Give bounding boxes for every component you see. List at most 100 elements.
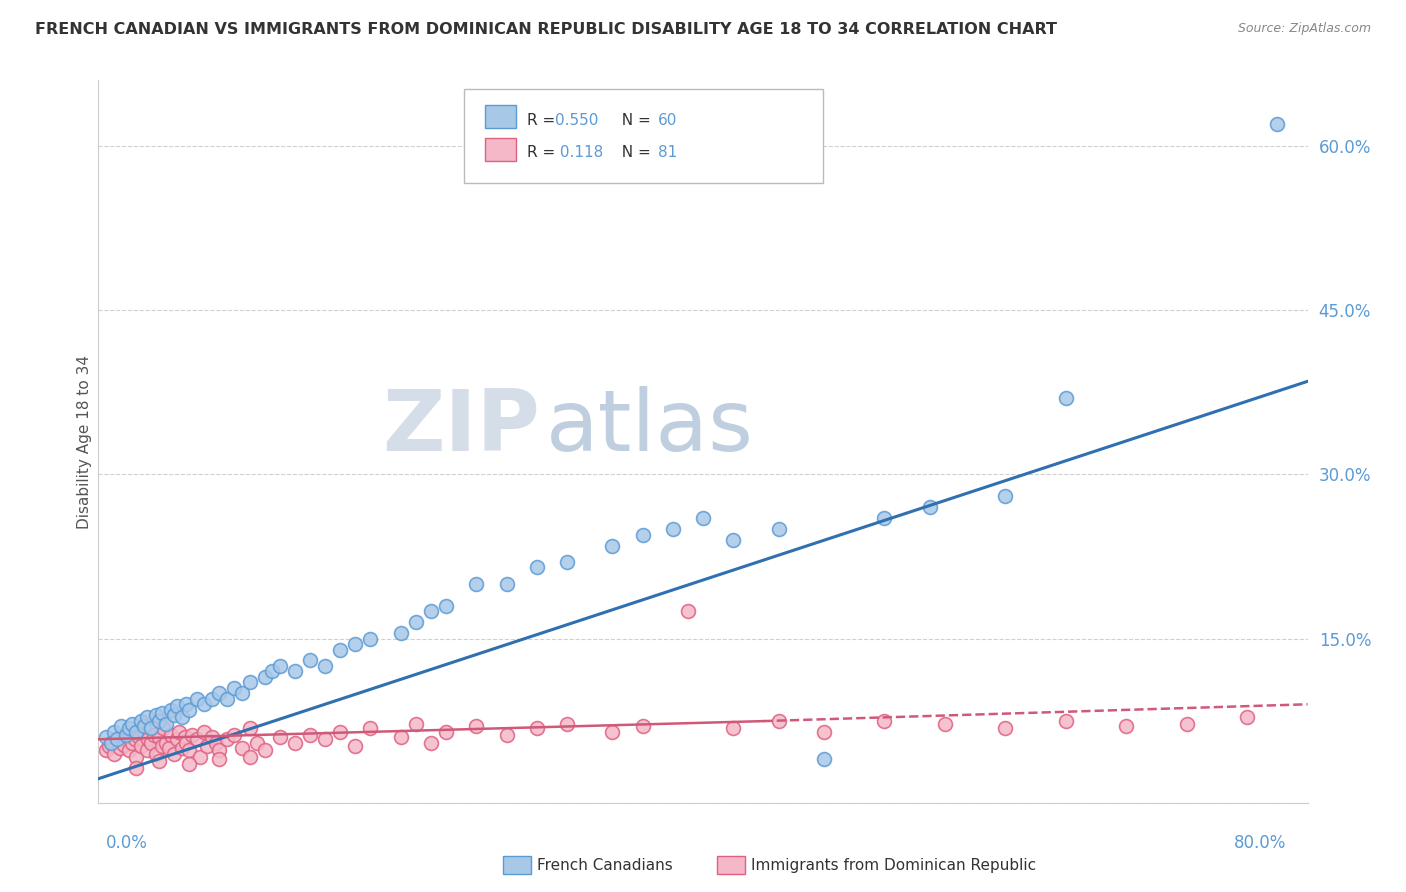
Point [420, 604, 443, 618]
Point [160, 728, 183, 742]
Point [101, 735, 124, 749]
Point [103, 724, 125, 739]
Point [125, 724, 148, 739]
Point [110, 719, 132, 733]
Point [692, 511, 714, 525]
Point [181, 728, 204, 742]
Text: 60: 60 [658, 113, 678, 128]
Text: N =: N = [612, 113, 655, 128]
Point [186, 732, 208, 747]
Point [495, 728, 517, 742]
Point [1054, 391, 1077, 405]
Point [201, 691, 224, 706]
Point [994, 489, 1017, 503]
Point [94, 730, 117, 744]
Point [405, 615, 427, 630]
Point [132, 719, 155, 733]
Point [155, 735, 177, 749]
Point [631, 527, 654, 541]
Point [208, 743, 231, 757]
Point [152, 722, 174, 736]
Point [661, 522, 683, 536]
Text: 0.118: 0.118 [555, 145, 603, 161]
Text: 0.550: 0.550 [555, 113, 599, 128]
Point [934, 717, 956, 731]
Point [224, 681, 246, 695]
Point [208, 686, 231, 700]
Point [329, 724, 352, 739]
Point [1236, 710, 1258, 724]
Point [148, 754, 170, 768]
Point [125, 749, 148, 764]
Point [100, 735, 122, 749]
Point [1175, 717, 1198, 731]
Point [155, 717, 177, 731]
Point [179, 757, 201, 772]
Point [94, 743, 117, 757]
Point [129, 739, 152, 753]
Point [329, 642, 352, 657]
Point [676, 604, 699, 618]
Point [723, 533, 745, 547]
Point [813, 724, 835, 739]
Text: ZIP: ZIP [382, 385, 540, 468]
Point [118, 743, 141, 757]
Text: French Canadians: French Canadians [537, 858, 673, 872]
Point [314, 732, 336, 747]
Point [132, 724, 155, 739]
Point [239, 722, 262, 736]
Text: 81: 81 [658, 145, 678, 161]
Text: Immigrants from Dominican Republic: Immigrants from Dominican Republic [751, 858, 1036, 872]
Text: FRENCH CANADIAN VS IMMIGRANTS FROM DOMINICAN REPUBLIC DISABILITY AGE 18 TO 34 CO: FRENCH CANADIAN VS IMMIGRANTS FROM DOMIN… [35, 22, 1057, 37]
Point [118, 722, 141, 736]
Point [148, 714, 170, 728]
Y-axis label: Disability Age 18 to 34: Disability Age 18 to 34 [77, 354, 91, 529]
Point [145, 708, 167, 723]
Point [135, 743, 157, 757]
Point [723, 722, 745, 736]
Point [602, 724, 624, 739]
Point [253, 743, 276, 757]
Text: R =: R = [527, 145, 561, 161]
Point [124, 732, 146, 747]
Point [179, 743, 201, 757]
Point [269, 659, 291, 673]
Point [195, 739, 218, 753]
Point [224, 728, 246, 742]
Point [1267, 117, 1289, 131]
Point [208, 752, 231, 766]
Point [768, 714, 790, 728]
Point [420, 735, 443, 749]
Text: R =: R = [527, 113, 561, 128]
Point [170, 710, 193, 724]
Point [166, 732, 188, 747]
Point [1054, 714, 1077, 728]
Point [170, 741, 193, 756]
Point [160, 703, 183, 717]
Text: 80.0%: 80.0% [1234, 834, 1286, 852]
Point [188, 749, 211, 764]
Point [150, 739, 173, 753]
Point [98, 739, 121, 753]
Point [121, 717, 143, 731]
Point [112, 738, 135, 752]
Point [526, 560, 548, 574]
Point [179, 703, 201, 717]
Point [193, 698, 215, 712]
Point [231, 686, 253, 700]
Point [128, 730, 150, 744]
Point [269, 730, 291, 744]
Point [231, 741, 253, 756]
Text: atlas: atlas [546, 385, 754, 468]
Point [918, 500, 941, 515]
Point [495, 577, 517, 591]
Point [873, 511, 896, 525]
Point [994, 722, 1017, 736]
Point [555, 555, 578, 569]
Point [163, 708, 186, 723]
Point [105, 732, 128, 747]
Point [405, 717, 427, 731]
Point [344, 739, 367, 753]
Point [201, 730, 224, 744]
Point [150, 706, 173, 720]
